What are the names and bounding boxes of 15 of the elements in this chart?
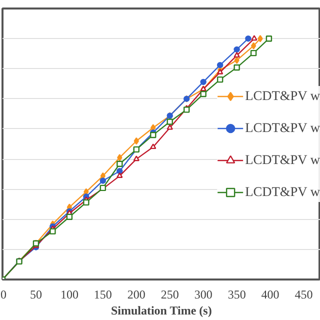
x-tick-label: 250	[160, 288, 179, 302]
x-tick-label: 0	[0, 288, 6, 302]
x-tick-label: 150	[94, 288, 112, 302]
x-tick-label: 50	[30, 288, 42, 302]
x-tick-label: 350	[228, 288, 246, 302]
legend-label: LCDT&PV w	[245, 152, 320, 168]
x-tick-label: 400	[261, 288, 280, 302]
x-tick-label: 100	[60, 288, 78, 302]
legend-label: LCDT&PV w	[245, 88, 320, 104]
x-tick-label: 200	[127, 288, 146, 302]
x-tick-label: 300	[194, 288, 212, 302]
legend-label: LCDT&PV w	[245, 184, 320, 200]
legend-label: LCDT&PV w	[245, 120, 320, 136]
x-axis-title: Simulation Time (s)	[110, 304, 212, 318]
x-tick-label: 450	[294, 288, 313, 302]
